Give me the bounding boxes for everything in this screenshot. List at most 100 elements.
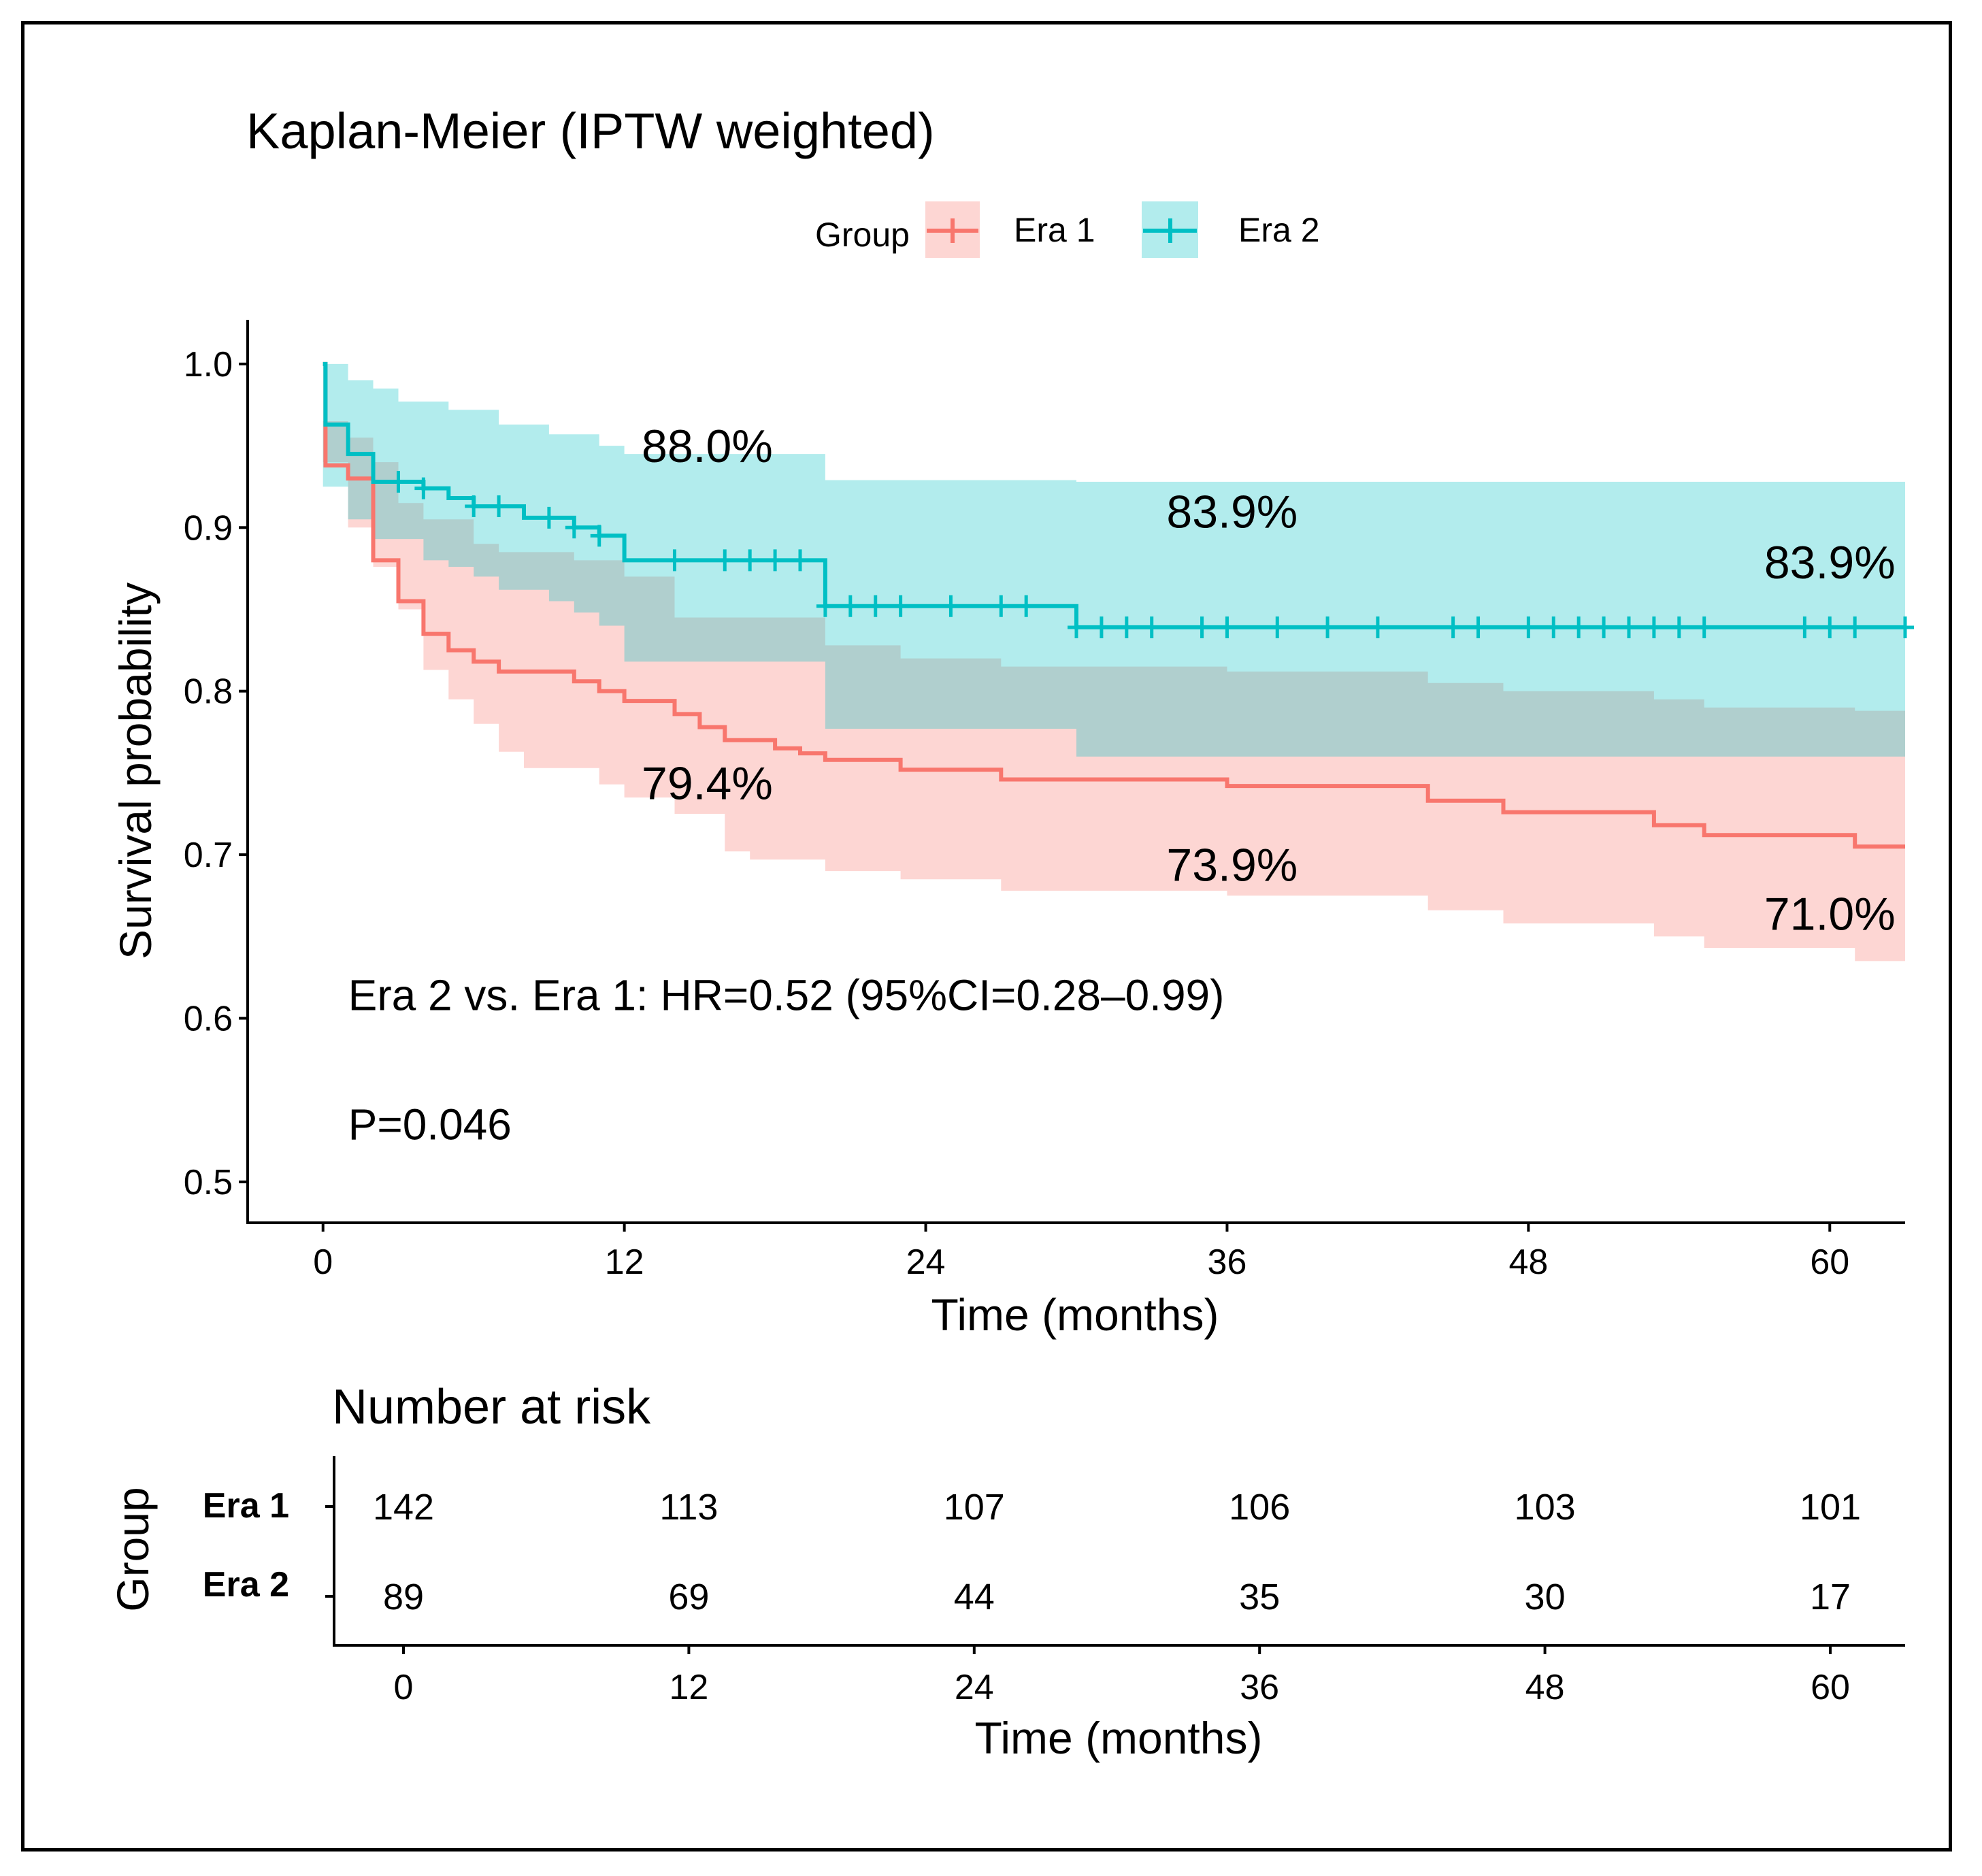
censor-mark-era-2	[1620, 616, 1638, 638]
legend-title: Group	[815, 216, 910, 254]
risk-count-era-1: 142	[373, 1487, 434, 1528]
survival-label-era-2: 83.9%	[1764, 537, 1896, 589]
risk-x-tick-label: 24	[955, 1668, 994, 1707]
risk-count-era-2: 89	[383, 1577, 424, 1617]
risk-count-era-2: 69	[668, 1577, 709, 1617]
censor-mark-era-2	[465, 495, 483, 518]
censor-mark-era-2	[1092, 616, 1110, 638]
x-tick-label: 36	[1208, 1243, 1247, 1282]
risk-table-group-label: Group	[108, 1487, 158, 1611]
x-axis-title: Time (months)	[931, 1289, 1219, 1340]
survival-label-era-1: 73.9%	[1166, 840, 1298, 891]
censor-mark-era-2	[816, 595, 834, 617]
y-tick-label: 0.6	[184, 1000, 233, 1039]
survival-label-era-1: 79.4%	[642, 757, 773, 809]
legend-label-era-1: Era 1	[1014, 211, 1095, 249]
censor-mark-era-2	[1670, 616, 1688, 638]
risk-table: Number at risk Group Era 1 Era 2 142 113 1…	[108, 1380, 1905, 1763]
hazard-ratio-annotations: Era 2 vs. Era 1: HR=0.52 (95%CI=0.28–0.9…	[348, 970, 1225, 1149]
censor-mark-era-2	[942, 595, 960, 617]
risk-table-title: Number at risk	[332, 1380, 651, 1434]
x-tick-label: 60	[1810, 1243, 1849, 1282]
censor-mark-era-2	[1796, 616, 1814, 638]
confidence-band-era-2	[323, 363, 1906, 757]
censor-mark-era-2	[1368, 616, 1387, 638]
x-tick-label: 12	[605, 1243, 644, 1282]
risk-x-tick-label: 48	[1525, 1668, 1565, 1707]
risk-table-x-axis-title: Time (months)	[975, 1713, 1263, 1763]
legend: Group Era 1 Era 2	[815, 201, 1320, 258]
x-axis-ticks: 0 12 24 36 48 60	[313, 1223, 1849, 1282]
confidence-bands	[323, 363, 1906, 961]
risk-table-cells: 142 113 107 106 103 101 89 69 44 35 30 17	[373, 1487, 1861, 1617]
risk-x-tick-label: 0	[394, 1668, 414, 1707]
risk-count-era-2: 35	[1239, 1577, 1280, 1617]
hazard-ratio-text: Era 2 vs. Era 1: HR=0.52 (95%CI=0.28–0.9…	[348, 970, 1225, 1019]
y-axis-ticks: 0.5 0.6 0.7 0.8 0.9 1.0	[184, 345, 248, 1202]
censor-mark-era-2	[414, 477, 433, 499]
risk-row-label-era-1: Era 1	[203, 1486, 289, 1526]
figure-frame	[21, 21, 1952, 1852]
censor-mark-era-2	[741, 549, 759, 572]
legend-label-era-2: Era 2	[1238, 211, 1320, 249]
censor-mark-era-2	[716, 549, 734, 572]
censor-mark-era-2	[1444, 616, 1462, 638]
survival-curve-era-1	[323, 361, 1905, 849]
censor-mark-era-2	[1117, 616, 1136, 638]
y-tick-label: 0.7	[184, 836, 233, 875]
censor-mark-era-2	[1896, 616, 1914, 638]
x-tick-label: 48	[1508, 1243, 1548, 1282]
survival-label-era-1: 71.0%	[1764, 889, 1896, 940]
censor-mark-era-2	[540, 506, 558, 529]
risk-row-label-era-2: Era 2	[203, 1565, 289, 1605]
censor-mark-era-2	[1545, 616, 1563, 638]
censor-mark-era-2	[766, 549, 784, 572]
censor-mark-era-2	[1017, 595, 1036, 617]
censor-mark-era-2	[389, 470, 408, 493]
censor-mark-era-2	[1469, 616, 1487, 638]
p-value-text: P=0.046	[348, 1100, 512, 1149]
censor-mark-era-2	[590, 525, 608, 547]
risk-count-era-1: 101	[1800, 1487, 1861, 1528]
censor-mark-era-2	[1142, 616, 1161, 638]
censor-mark-era-2	[1068, 616, 1085, 638]
censor-mark-era-2	[992, 595, 1010, 617]
censor-mark-era-2	[1595, 616, 1613, 638]
plot-panel: 88.0% 83.9% 83.9% 79.4% 73.9% 71.0% Era 2 vs.…	[110, 320, 1914, 1340]
censor-mark-era-2	[1645, 616, 1663, 638]
risk-count-era-2: 17	[1810, 1577, 1851, 1617]
censor-mark-era-2	[1193, 616, 1211, 638]
censor-mark-era-2	[565, 516, 583, 539]
x-tick-label: 24	[906, 1243, 946, 1282]
risk-count-era-2: 30	[1525, 1577, 1566, 1617]
censor-mark-era-2	[1846, 616, 1864, 638]
x-tick-label: 0	[313, 1243, 333, 1282]
risk-count-era-1: 113	[659, 1487, 718, 1528]
y-tick-label: 0.9	[184, 508, 233, 548]
censor-mark-era-2	[1218, 616, 1236, 638]
risk-x-tick-label: 60	[1811, 1668, 1850, 1707]
censor-mark-era-2	[665, 549, 684, 572]
risk-table-x-ticks: 0 12 24 36 48 60	[394, 1645, 1850, 1707]
chart-title: Kaplan-Meier (IPTW weighted)	[246, 103, 935, 159]
censor-mark-era-2	[490, 495, 508, 518]
censor-mark-era-2	[1821, 616, 1839, 638]
censor-mark-era-2	[891, 595, 910, 617]
risk-count-era-1: 106	[1229, 1487, 1290, 1528]
y-tick-label: 1.0	[184, 345, 233, 384]
y-axis-title: Survival probability	[110, 582, 161, 959]
censor-mark-era-2	[841, 595, 859, 617]
censor-mark-era-2	[1268, 616, 1287, 638]
censor-mark-era-2	[866, 595, 885, 617]
risk-count-era-1: 107	[944, 1487, 1005, 1528]
survival-percent-labels: 88.0% 83.9% 83.9% 79.4% 73.9% 71.0%	[642, 421, 1896, 940]
censor-mark-era-2	[791, 549, 809, 572]
survival-label-era-2: 88.0%	[642, 421, 773, 472]
y-tick-label: 0.5	[184, 1163, 233, 1202]
survival-label-era-2: 83.9%	[1166, 486, 1298, 538]
risk-x-tick-label: 12	[669, 1668, 708, 1707]
censor-mark-era-2	[1695, 616, 1713, 638]
censor-mark-era-2	[1519, 616, 1538, 638]
risk-x-tick-label: 36	[1240, 1668, 1279, 1707]
